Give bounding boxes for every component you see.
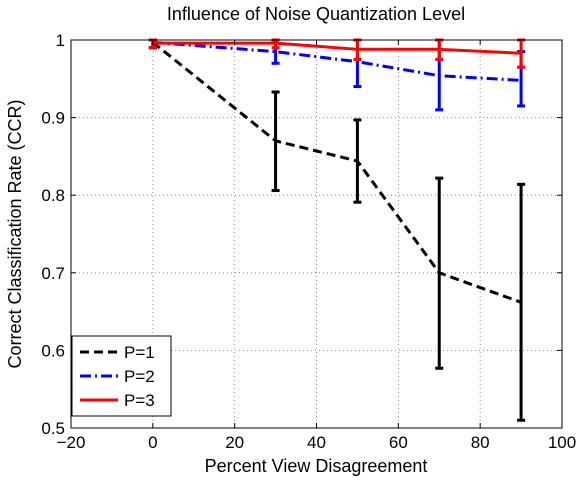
series-line [152,40,522,82]
series-line [151,41,522,304]
y-tick-label: 0.8 [41,186,65,205]
legend-label: P=2 [124,367,155,386]
ticks: −20 0 20 40 60 80 100 0.5 0.6 0.7 0.8 0.9 1 [41,31,576,452]
x-tick-label: 60 [389,433,408,452]
y-tick-label: 0.5 [41,419,65,438]
y-axis-label: Correct Classification Rate (CCR) [5,99,25,368]
y-tick-label: 0.9 [41,109,65,128]
y-tick-label: 1 [56,31,65,50]
x-tick-label: 80 [471,433,490,452]
chart-title: Influence of Noise Quantization Level [167,4,465,24]
grid [71,40,562,428]
x-tick-label: 100 [548,433,576,452]
x-axis-label: Percent View Disagreement [205,456,428,476]
x-tick-label: 0 [148,433,157,452]
legend: P=1 P=2 P=3 [71,335,172,417]
x-tick-label: −20 [57,433,86,452]
legend-label: P=3 [124,391,155,410]
x-tick-label: 40 [307,433,326,452]
x-tick-label: 20 [225,433,244,452]
y-tick-label: 0.6 [41,341,65,360]
y-tick-label: 0.7 [41,264,65,283]
legend-label: P=1 [124,343,155,362]
